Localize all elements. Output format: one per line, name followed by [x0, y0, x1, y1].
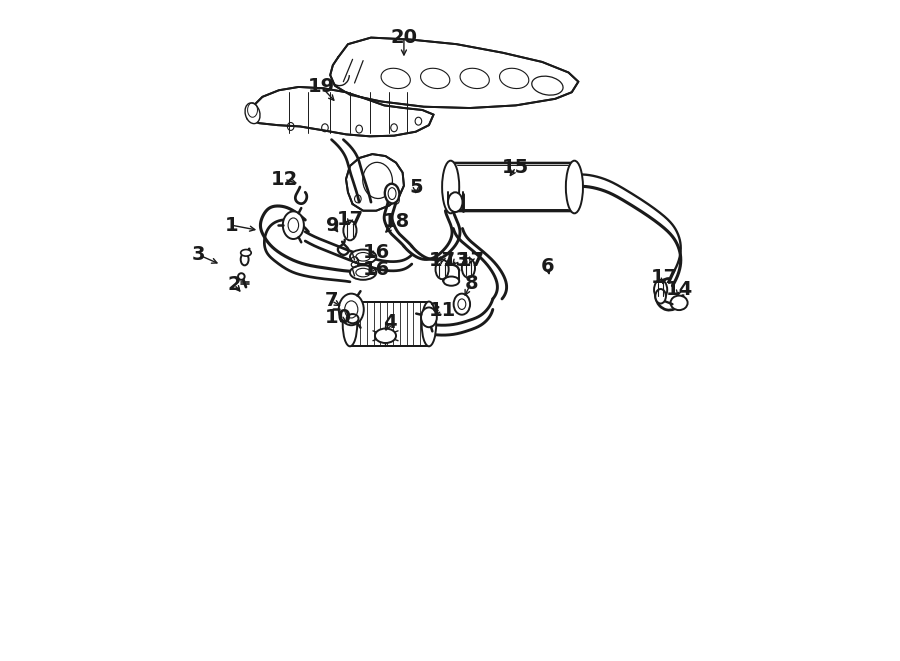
Text: 16: 16: [363, 243, 390, 262]
Ellipse shape: [436, 259, 449, 279]
Text: 17: 17: [457, 251, 484, 270]
Ellipse shape: [422, 301, 436, 346]
Ellipse shape: [343, 301, 357, 346]
Text: 3: 3: [192, 245, 205, 264]
Text: 10: 10: [325, 308, 352, 327]
Ellipse shape: [655, 289, 666, 303]
Ellipse shape: [240, 250, 251, 256]
Text: 9: 9: [326, 215, 339, 235]
Ellipse shape: [454, 293, 470, 315]
Ellipse shape: [283, 212, 304, 239]
Ellipse shape: [375, 329, 396, 343]
Ellipse shape: [442, 161, 459, 214]
Ellipse shape: [566, 161, 583, 214]
Polygon shape: [346, 154, 404, 211]
Polygon shape: [330, 38, 579, 108]
Ellipse shape: [670, 295, 688, 310]
Ellipse shape: [350, 265, 376, 280]
Text: 20: 20: [391, 28, 418, 47]
Ellipse shape: [444, 276, 459, 286]
Ellipse shape: [338, 293, 364, 325]
Text: 8: 8: [464, 274, 478, 293]
Ellipse shape: [240, 253, 248, 265]
Ellipse shape: [448, 192, 463, 212]
Ellipse shape: [245, 103, 260, 124]
Text: 11: 11: [428, 301, 455, 320]
Ellipse shape: [350, 250, 376, 264]
Ellipse shape: [462, 258, 475, 278]
Text: 19: 19: [308, 77, 335, 97]
Ellipse shape: [421, 307, 436, 327]
Text: 12: 12: [271, 170, 298, 188]
Text: 1: 1: [225, 215, 238, 235]
Text: 7: 7: [325, 292, 338, 311]
Polygon shape: [248, 87, 434, 136]
Text: 17: 17: [337, 210, 364, 229]
Polygon shape: [350, 301, 429, 346]
Text: 16: 16: [363, 260, 390, 279]
Ellipse shape: [344, 221, 356, 241]
Text: 15: 15: [502, 158, 529, 176]
Text: 14: 14: [665, 280, 693, 299]
Text: 13: 13: [443, 251, 470, 270]
Text: 17: 17: [428, 251, 455, 270]
Text: 17: 17: [651, 268, 678, 288]
Ellipse shape: [654, 280, 667, 299]
Polygon shape: [451, 163, 574, 211]
Text: 2: 2: [228, 275, 241, 294]
Text: 5: 5: [409, 178, 423, 196]
Text: 6: 6: [541, 257, 554, 276]
Ellipse shape: [385, 184, 400, 204]
Text: 4: 4: [382, 313, 396, 332]
Text: 18: 18: [382, 212, 410, 231]
Ellipse shape: [238, 273, 245, 280]
